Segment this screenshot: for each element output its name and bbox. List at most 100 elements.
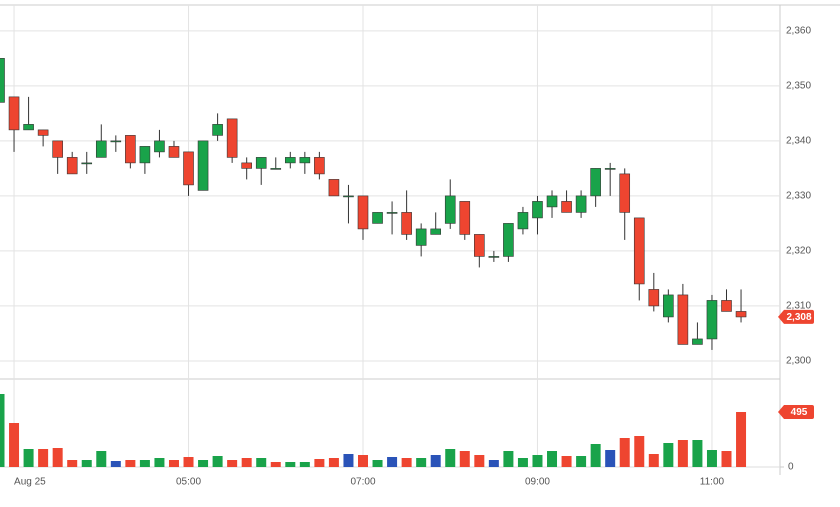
price-tag-shape	[778, 309, 814, 324]
candle-body	[488, 256, 500, 258]
candle-body	[386, 212, 398, 214]
candle-body	[692, 338, 703, 345]
candle-body	[444, 195, 456, 224]
volume-bar	[183, 457, 194, 467]
volume-bar	[38, 449, 49, 467]
volume-bar	[23, 449, 34, 467]
volume-bar	[358, 455, 368, 467]
volume-bar	[212, 456, 223, 467]
volume-bar	[256, 458, 267, 467]
candle-body	[52, 140, 63, 158]
volume-bar	[343, 454, 354, 467]
volume-bar	[168, 460, 179, 467]
volume-bar	[721, 451, 732, 467]
plot-area	[0, 5, 780, 467]
candle-body	[110, 140, 122, 143]
volume-bar	[736, 412, 747, 467]
candle-body	[677, 294, 689, 345]
candle-body	[735, 311, 747, 318]
candle-body	[139, 146, 151, 164]
volume-bar	[139, 460, 150, 467]
volume-bar	[328, 458, 339, 467]
volume-bar	[387, 457, 398, 467]
candle-body	[546, 195, 558, 208]
y-tick-label: 2,360	[786, 25, 811, 36]
candle-body	[0, 58, 5, 103]
candle-body	[372, 212, 383, 224]
volume-bar	[227, 460, 238, 467]
candle-body	[532, 201, 543, 219]
volume-bar	[0, 394, 5, 467]
candle-body	[575, 195, 587, 213]
candle-body	[415, 228, 427, 246]
candle-body	[401, 212, 412, 235]
x-tick-label: 09:00	[525, 477, 550, 488]
volume-bar	[547, 451, 558, 467]
volume-bar	[81, 460, 92, 467]
candle-body	[590, 168, 601, 197]
candle-body	[95, 140, 107, 158]
volume-bar	[619, 438, 630, 467]
volume-bar	[459, 451, 470, 467]
volume-tag-shape	[778, 405, 814, 419]
volume-tag-label: 495	[791, 407, 808, 418]
candle-body	[633, 217, 645, 285]
candle-body	[663, 294, 674, 318]
volume-bar	[198, 460, 209, 467]
candle-body	[197, 140, 209, 191]
volume-bar	[9, 423, 20, 467]
volume-bar	[488, 460, 499, 467]
candle-body	[430, 228, 442, 235]
volume-bar	[416, 458, 427, 467]
volume-bar	[401, 458, 412, 467]
candle-body	[299, 157, 311, 164]
volume-bar	[663, 443, 674, 467]
candle-body	[357, 195, 369, 230]
volume-bar	[634, 436, 645, 467]
volume-bar	[706, 450, 717, 467]
volume-bar	[590, 444, 601, 467]
candle-body	[517, 212, 529, 230]
candle-body	[619, 173, 631, 213]
candle-body	[226, 118, 238, 158]
candle-body	[459, 201, 471, 235]
candle-body	[604, 168, 616, 170]
volume-bar	[576, 456, 587, 467]
volume-bar	[314, 459, 325, 467]
volume-bar	[285, 462, 296, 467]
volume-bar	[67, 460, 78, 467]
volume-bar	[372, 460, 383, 467]
volume-bar	[299, 462, 310, 467]
y-tick-label: 2,330	[786, 191, 811, 202]
candle-body	[8, 96, 20, 131]
volume-bar	[125, 460, 136, 467]
volume-bar	[96, 451, 107, 467]
volume-bar	[110, 461, 121, 467]
candle-body	[23, 124, 34, 131]
candle-body	[81, 162, 93, 165]
candle-body	[648, 289, 660, 307]
volume-bar	[474, 455, 485, 467]
volume-bar	[430, 455, 441, 467]
candle-body	[706, 300, 718, 340]
candle-body	[721, 300, 732, 312]
x-tick-label: 05:00	[176, 477, 201, 488]
volume-bar	[241, 458, 252, 467]
candle-body	[241, 162, 252, 169]
y-tick-label: 2,310	[786, 301, 811, 312]
volume-bar	[561, 456, 572, 467]
volume-bar	[677, 440, 688, 467]
y-tick-label: 2,300	[786, 356, 811, 367]
volume-bar	[605, 450, 616, 467]
candle-body	[168, 146, 180, 158]
candle-body	[343, 195, 354, 198]
volume-bar	[445, 449, 456, 467]
candle-body	[328, 179, 340, 197]
x-tick-label: 11:00	[700, 477, 725, 488]
price-tag-label: 2,308	[786, 312, 811, 323]
x-tick-label: 07:00	[350, 477, 375, 488]
candle-body	[270, 168, 282, 170]
y-tick-label: 2,340	[786, 136, 811, 147]
candle-body	[66, 157, 78, 175]
